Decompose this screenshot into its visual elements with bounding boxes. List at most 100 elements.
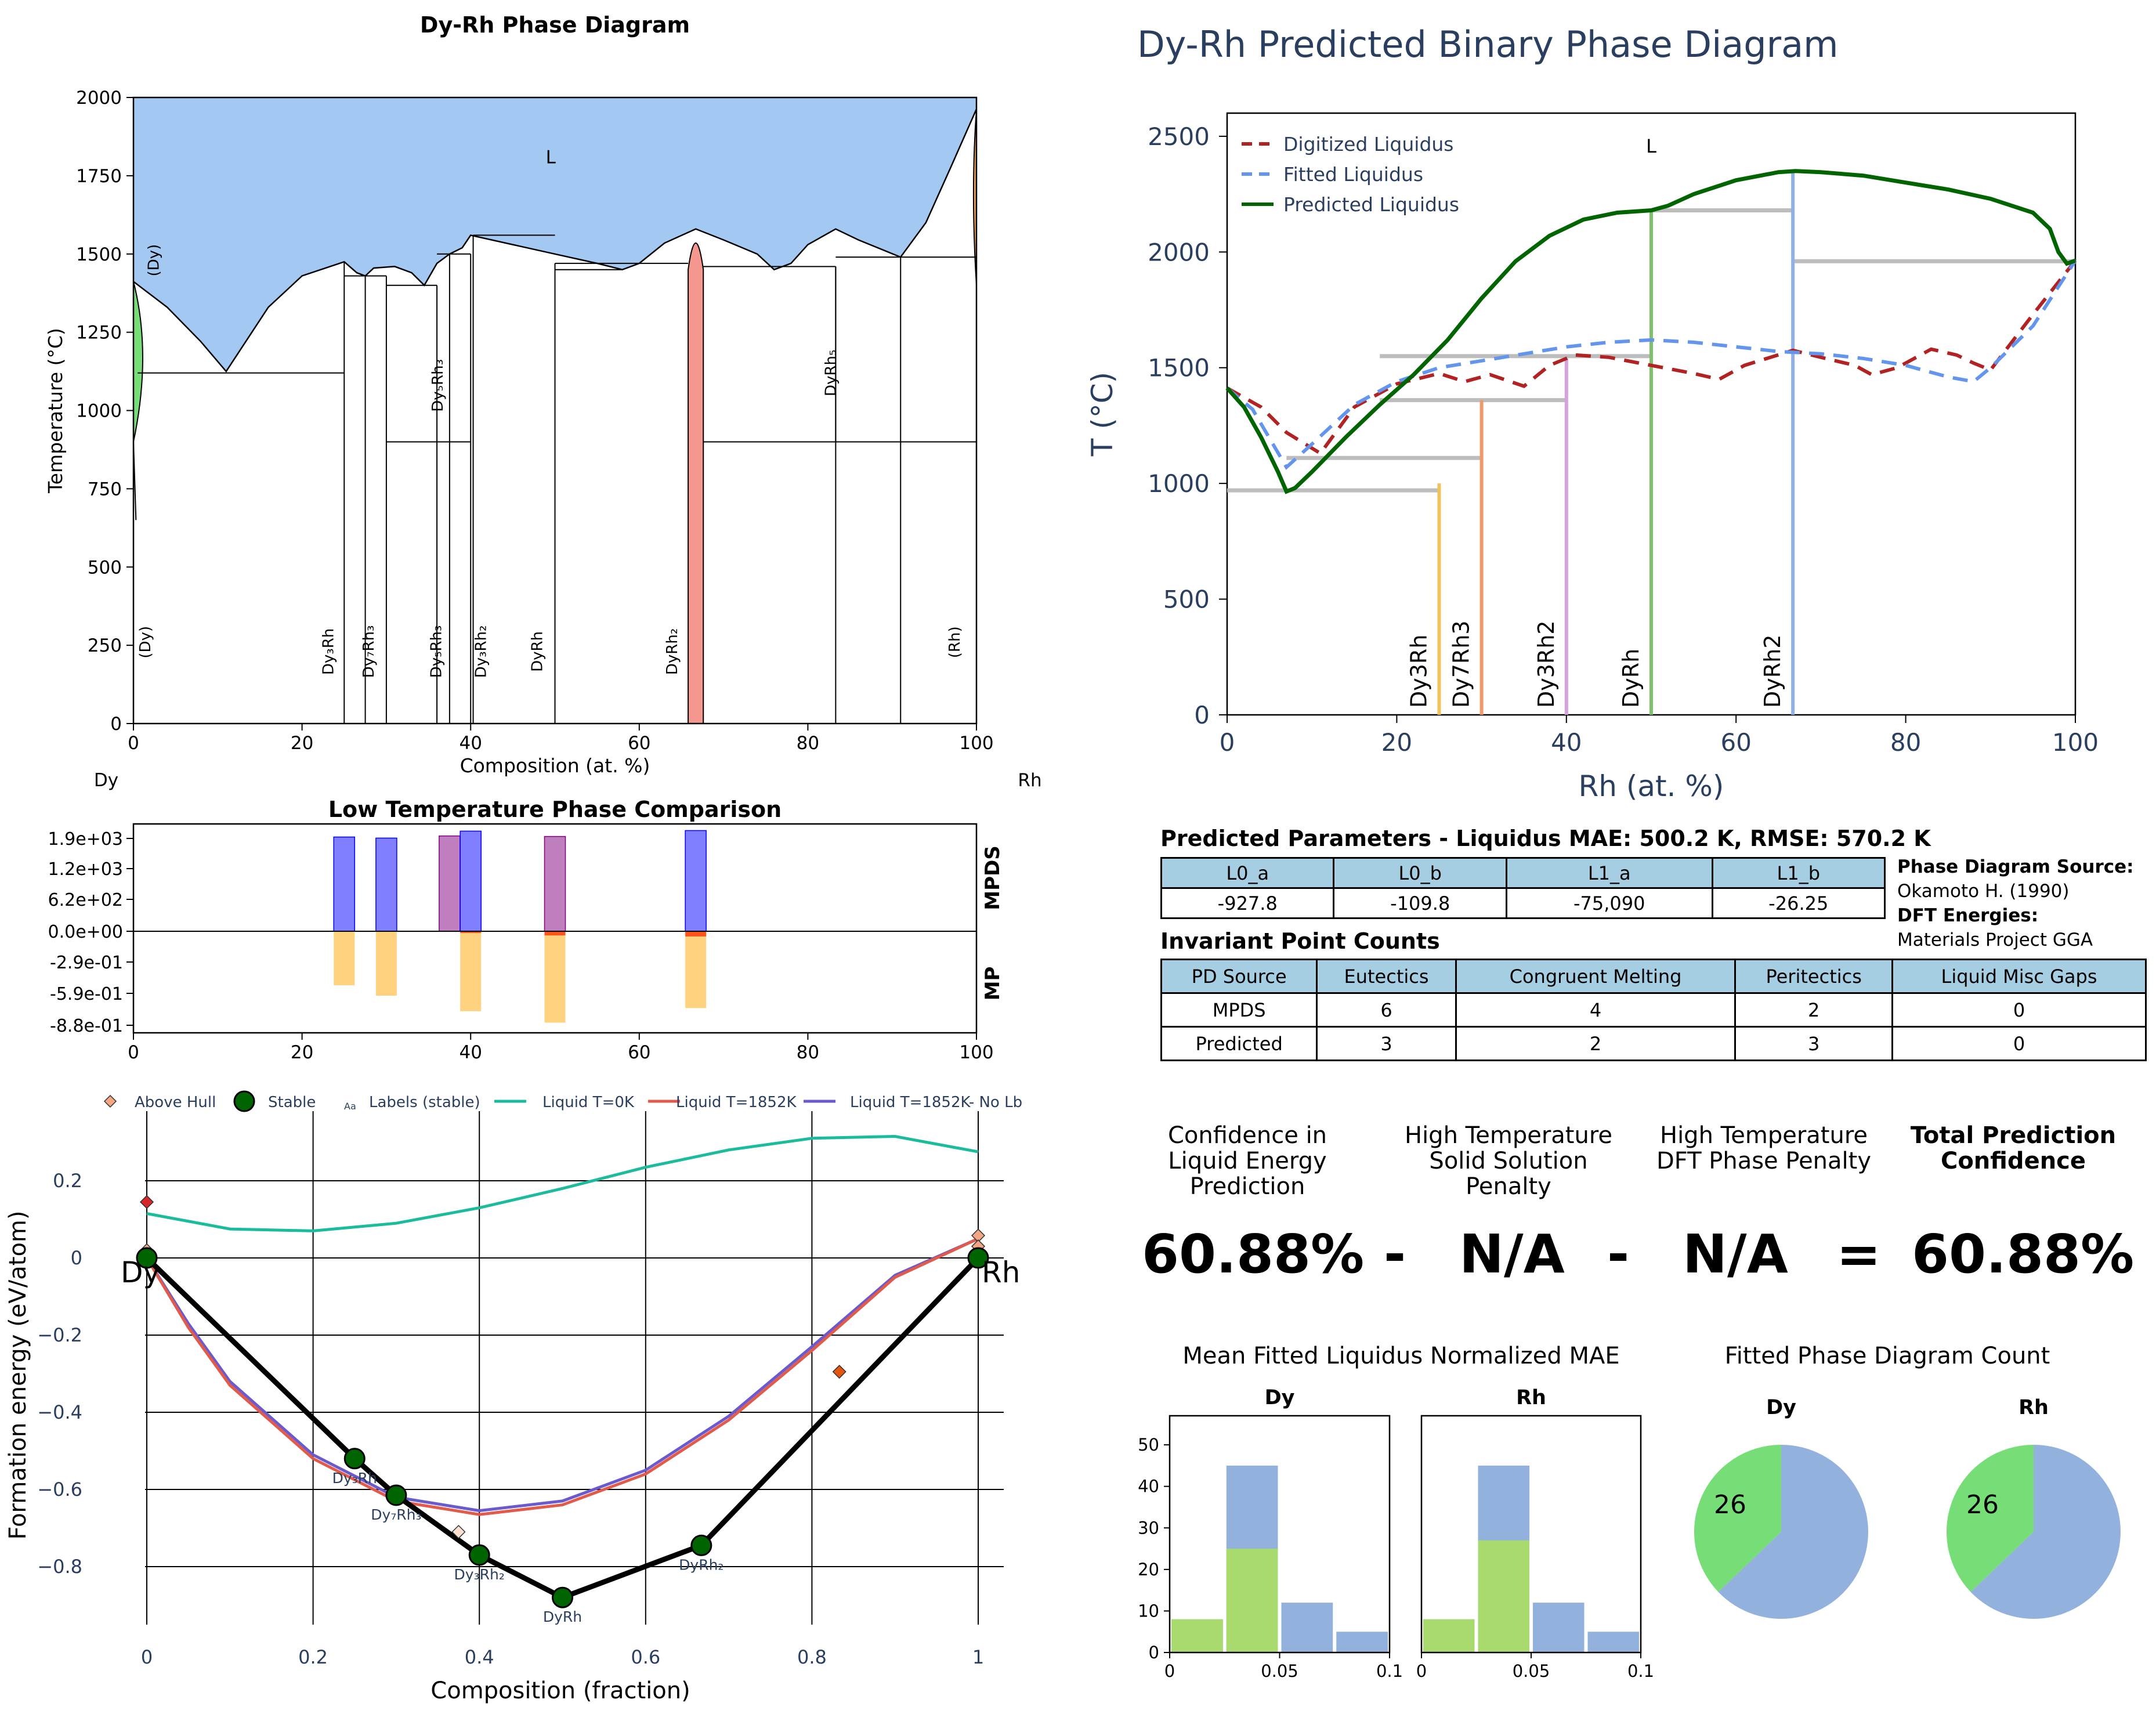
y-tick-label: 1.9e+03 bbox=[48, 829, 123, 849]
y-tick-label: 500 bbox=[1163, 585, 1210, 614]
x-tick-label: 0.4 bbox=[465, 1646, 494, 1668]
compound-label: Dy3Rh2 bbox=[1533, 620, 1559, 708]
x-axis-label: Composition (at. %) bbox=[460, 754, 650, 777]
inv-cell: 3 bbox=[1316, 1026, 1457, 1061]
y-axis-label: Temperature (°C) bbox=[44, 328, 67, 494]
pie-label: 26 bbox=[1714, 1490, 1746, 1520]
mp-bar bbox=[334, 931, 355, 986]
x-tick-label: 0 bbox=[128, 1042, 139, 1063]
phase-label: Dy₅Rh₃ bbox=[429, 359, 447, 412]
chart-title: Dy-Rh Predicted Binary Phase Diagram bbox=[1137, 23, 1839, 66]
params-table: L0_a L0_b L1_a L1_b -927.8 -109.8 -75,09… bbox=[1160, 857, 1886, 919]
plot-frame bbox=[132, 823, 978, 1034]
pie-label: 26 bbox=[1966, 1490, 1999, 1520]
x-tick-label: 0 bbox=[128, 733, 139, 754]
y-tick-label: 6.2e+02 bbox=[48, 890, 123, 910]
compound-label: Dy3Rh bbox=[1406, 635, 1432, 708]
legend-label: Labels (stable) bbox=[369, 1094, 480, 1111]
hist-bar-selected bbox=[1423, 1619, 1475, 1652]
plot-frame bbox=[1169, 1415, 1391, 1654]
x-tick-label: 0 bbox=[1164, 1661, 1175, 1681]
dy-solid-solution bbox=[133, 281, 143, 442]
predicted-binary-phase-diagram: Dy-Rh Predicted Binary Phase Diagram Dy3R… bbox=[1086, 23, 2099, 803]
mp-bar bbox=[375, 931, 397, 996]
liquid-region bbox=[133, 97, 976, 372]
y-tick-label: 0 bbox=[71, 1247, 82, 1269]
total-confidence-value: 60.88% bbox=[1912, 1223, 2135, 1285]
panel-title: Dy bbox=[1265, 1386, 1295, 1409]
compound-label: Dy7Rh3 bbox=[1449, 620, 1474, 708]
hist-bar bbox=[1587, 1632, 1639, 1652]
x-tick-label: 0 bbox=[1220, 728, 1235, 757]
y-tick-label: 2500 bbox=[1148, 122, 1210, 151]
stable-point bbox=[552, 1586, 573, 1608]
y-tick-label: 1250 bbox=[76, 323, 122, 343]
phase-label: (Dy) bbox=[146, 244, 163, 277]
legend-label: Predicted Liquidus bbox=[1283, 193, 1459, 216]
legend-label: Liquid T=0K bbox=[542, 1094, 635, 1111]
params-value: -75,090 bbox=[1505, 887, 1713, 919]
above-hull-point bbox=[832, 1365, 847, 1379]
legend-swatch bbox=[103, 1094, 117, 1108]
x-axis-label: Rh (at. %) bbox=[1579, 769, 1724, 803]
phase-label: (Dy) bbox=[137, 626, 154, 659]
x-axis-label: Composition (fraction) bbox=[431, 1677, 690, 1704]
x-tick-label: 0 bbox=[141, 1646, 153, 1668]
convex-hull bbox=[144, 1256, 981, 1601]
inv-header: Peritectics bbox=[1734, 959, 1893, 994]
y-tick-label: 50 bbox=[1138, 1435, 1159, 1455]
inv-cell: 2 bbox=[1455, 1026, 1737, 1061]
source-info: Phase Diagram Source: Okamoto H. (1990) … bbox=[1897, 855, 2134, 952]
hist-bar bbox=[1281, 1603, 1333, 1652]
y-tick-label: -8.8e-01 bbox=[50, 1016, 123, 1036]
x-tick-label: 1 bbox=[972, 1646, 984, 1668]
invariants-title: Invariant Point Counts bbox=[1160, 928, 1440, 954]
y-tick-label: 500 bbox=[88, 557, 122, 578]
stable-point bbox=[967, 1247, 989, 1269]
phase-diagram-count-pies: Fitted Phase Diagram Count Dy 26 Rh 26 bbox=[1694, 1343, 2121, 1619]
rh-solid-solution bbox=[972, 109, 977, 285]
inv-cell: 0 bbox=[1891, 992, 2147, 1028]
dyrh2-phase bbox=[688, 242, 704, 724]
mp-label: MP bbox=[981, 967, 1004, 1001]
legend-label: Above Hull bbox=[135, 1094, 216, 1111]
mpds-bar bbox=[460, 830, 482, 932]
y-tick-label: 0 bbox=[110, 714, 122, 735]
x-tick-label: 60 bbox=[628, 733, 650, 754]
x-tick-label: 80 bbox=[797, 733, 819, 754]
phase-label: Dy₅Rh₃ bbox=[428, 625, 445, 678]
hist-bar-selected bbox=[1171, 1619, 1223, 1652]
inv-header: PD Source bbox=[1160, 959, 1318, 994]
liquid-1852k-nolb-curve bbox=[145, 1237, 979, 1513]
panel-title: Rh bbox=[2018, 1396, 2049, 1419]
dft-value: Materials Project GGA bbox=[1897, 930, 2093, 950]
mp-bar bbox=[544, 931, 566, 1023]
inv-cell: Predicted bbox=[1160, 1026, 1318, 1061]
stable-point bbox=[136, 1247, 158, 1269]
x-tick-label: 100 bbox=[959, 733, 993, 754]
liquid-1852k-curve bbox=[145, 1237, 979, 1516]
y-tick-label: 40 bbox=[1138, 1477, 1159, 1496]
y-tick-label: −0.4 bbox=[37, 1401, 82, 1423]
phase-label: (Rh) bbox=[946, 626, 964, 658]
x-tick-label: 20 bbox=[291, 1042, 313, 1063]
legend-swatch bbox=[233, 1090, 255, 1112]
mpds-bar bbox=[333, 836, 355, 932]
x-tick-label: 0.1 bbox=[1376, 1661, 1403, 1681]
mp-hull-bar bbox=[460, 931, 482, 933]
inv-cell: 2 bbox=[1734, 992, 1893, 1028]
x-tick-label: 0.6 bbox=[631, 1646, 660, 1668]
above-hull-point bbox=[139, 1195, 154, 1209]
confidence-label: Confidence in Liquid Energy Prediction bbox=[1167, 1122, 1327, 1200]
phase-label: DyRh₂ bbox=[664, 628, 681, 675]
liquidus-series bbox=[1226, 259, 2077, 470]
low-temperature-phase-comparison: Low Temperature Phase Comparison 1.9e+03 1… bbox=[48, 797, 1004, 1063]
compound-label: DyRh bbox=[1618, 649, 1644, 708]
x-tick-label: 0.05 bbox=[1261, 1661, 1298, 1681]
y-tick-label: 750 bbox=[88, 479, 122, 500]
legend-label: Fitted Liquidus bbox=[1283, 163, 1423, 186]
hist-bar bbox=[1533, 1603, 1585, 1652]
y-axis-label: T (°C) bbox=[1086, 372, 1119, 457]
dft-label: DFT Energies: bbox=[1897, 905, 2039, 926]
